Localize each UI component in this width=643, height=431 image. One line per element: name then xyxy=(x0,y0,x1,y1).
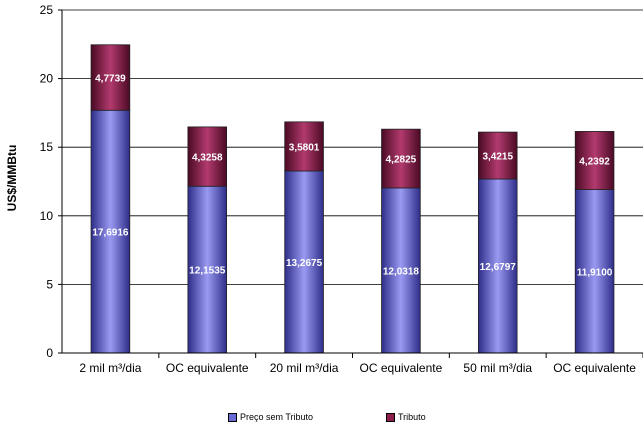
legend-item-preco: Preço sem Tributo xyxy=(228,412,313,422)
gridlines xyxy=(62,9,643,285)
data-label: 12,6797 xyxy=(480,262,517,273)
data-label: 4,7739 xyxy=(95,74,126,85)
data-label: 4,3258 xyxy=(192,153,223,164)
bar-tributo xyxy=(477,131,518,180)
bar-preco-sem-tributo xyxy=(477,178,518,354)
y-tick-label: 10 xyxy=(40,209,54,223)
bar-tributo xyxy=(187,126,228,187)
bar-tributo xyxy=(381,128,421,189)
bar-preco-sem-tributo xyxy=(574,189,615,354)
y-axis-label: US$/MMBtu xyxy=(5,145,19,212)
legend-label: Preço sem Tributo xyxy=(240,412,314,422)
legend: Preço sem Tributo Tributo xyxy=(0,412,643,428)
data-label: 12,0318 xyxy=(383,266,420,277)
data-label: 17,6916 xyxy=(92,228,129,239)
x-tick-label: OC equivalente xyxy=(166,361,249,375)
x-tick-label: OC equivalente xyxy=(553,361,636,375)
x-tick-label: OC equivalente xyxy=(360,361,443,375)
data-label: 11,9100 xyxy=(577,267,613,278)
bar-preco-sem-tributo xyxy=(381,187,421,354)
axes: 0 5 10 15 20 25 2 mil m³/dia OC equivalente 20 m… xyxy=(40,3,643,375)
legend-swatch xyxy=(386,412,395,422)
y-tick-label: 0 xyxy=(46,346,53,360)
data-label: 3,5801 xyxy=(289,142,320,153)
data-label: 4,2825 xyxy=(386,155,417,166)
y-tick-label: 20 xyxy=(40,72,54,86)
data-label: 12,1535 xyxy=(189,266,226,277)
legend-item-tributo: Tributo xyxy=(386,412,426,422)
bars: 17,6916 4,7739 12,1535 4,3258 13,2675 3,5801 1… xyxy=(90,44,615,354)
bar-tributo xyxy=(284,121,324,172)
x-tick-label: 50 mil m³/dia xyxy=(463,361,532,375)
y-tick-label: 5 xyxy=(46,277,53,291)
legend-label: Tributo xyxy=(398,412,426,422)
y-tick-label: 15 xyxy=(40,140,54,154)
x-tick-label: 2 mil m³/dia xyxy=(79,361,141,375)
data-label: 13,2675 xyxy=(286,258,323,269)
data-label: 4,2392 xyxy=(579,157,610,168)
bar-tributo xyxy=(90,44,131,111)
legend-swatch xyxy=(228,412,237,422)
y-tick-label: 25 xyxy=(40,3,54,17)
bar-tributo xyxy=(574,131,615,190)
data-label: 3,4215 xyxy=(482,152,513,163)
x-tick-label: 20 mil m³/dia xyxy=(270,361,339,375)
stacked-bar-chart: 17,6916 4,7739 12,1535 4,3258 13,2675 3,5801 1… xyxy=(5,3,643,375)
bar-preco-sem-tributo xyxy=(90,109,131,354)
